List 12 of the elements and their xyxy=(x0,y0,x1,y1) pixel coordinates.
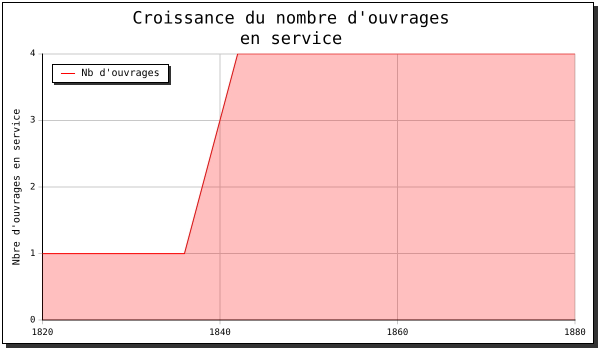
x-tick-label: 1860 xyxy=(386,328,408,338)
legend-label: Nb d'ouvrages xyxy=(80,68,160,79)
y-tick-label: 0 xyxy=(30,316,36,326)
y-tick-label: 1 xyxy=(30,248,36,259)
x-tick-label: 1820 xyxy=(32,328,54,338)
y-tick-label: 4 xyxy=(30,49,36,60)
y-axis-title: Nbre d'ouvrages en service xyxy=(12,108,23,266)
y-tick-label: 2 xyxy=(30,182,36,192)
chart-title: Croissance du nombre d'ouvrages en service xyxy=(132,8,450,50)
x-tick-label: 1840 xyxy=(209,328,231,338)
x-tick-label: 1880 xyxy=(564,328,586,338)
y-tick-label: 3 xyxy=(30,116,36,126)
